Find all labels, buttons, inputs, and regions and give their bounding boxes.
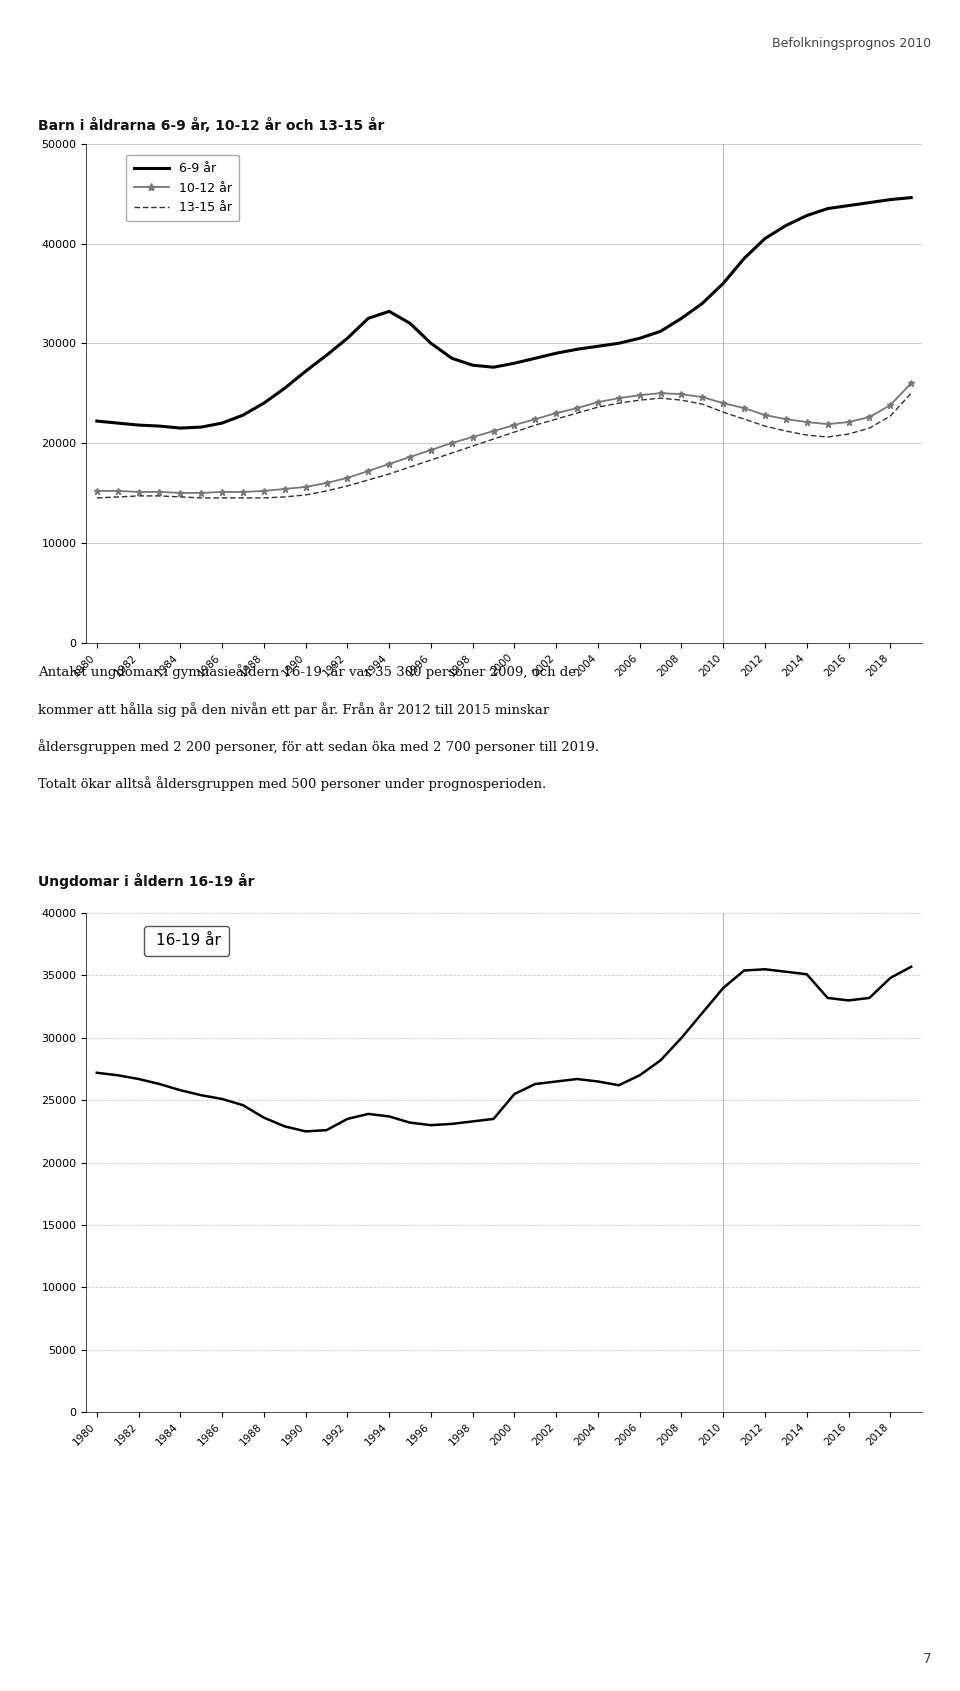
Text: Ungdomar i åldern 16-19 år: Ungdomar i åldern 16-19 år — [38, 873, 255, 888]
Text: Barn i åldrarna 6-9 år, 10-12 år och 13-15 år: Barn i åldrarna 6-9 år, 10-12 år och 13-… — [38, 118, 385, 134]
Text: åldersgruppen med 2 200 personer, för att sedan öka med 2 700 personer till 2019: åldersgruppen med 2 200 personer, för at… — [38, 739, 600, 754]
Text: kommer att hålla sig på den nivån ett par år. Från år 2012 till 2015 minskar: kommer att hålla sig på den nivån ett pa… — [38, 702, 550, 717]
Legend: 6-9 år, 10-12 år, 13-15 år: 6-9 år, 10-12 år, 13-15 år — [126, 156, 239, 222]
Text: Totalt ökar alltså åldersgruppen med 500 personer under prognosperioden.: Totalt ökar alltså åldersgruppen med 500… — [38, 776, 546, 791]
Text: 7: 7 — [923, 1652, 931, 1666]
Legend: 16-19 år: 16-19 år — [144, 925, 228, 955]
Text: Befolkningsprognos 2010: Befolkningsprognos 2010 — [772, 37, 931, 51]
Text: Antalet ungdomar i gymnasieåldern 16-19  år var 35 300 personer 2009, och de: Antalet ungdomar i gymnasieåldern 16-19 … — [38, 665, 576, 680]
